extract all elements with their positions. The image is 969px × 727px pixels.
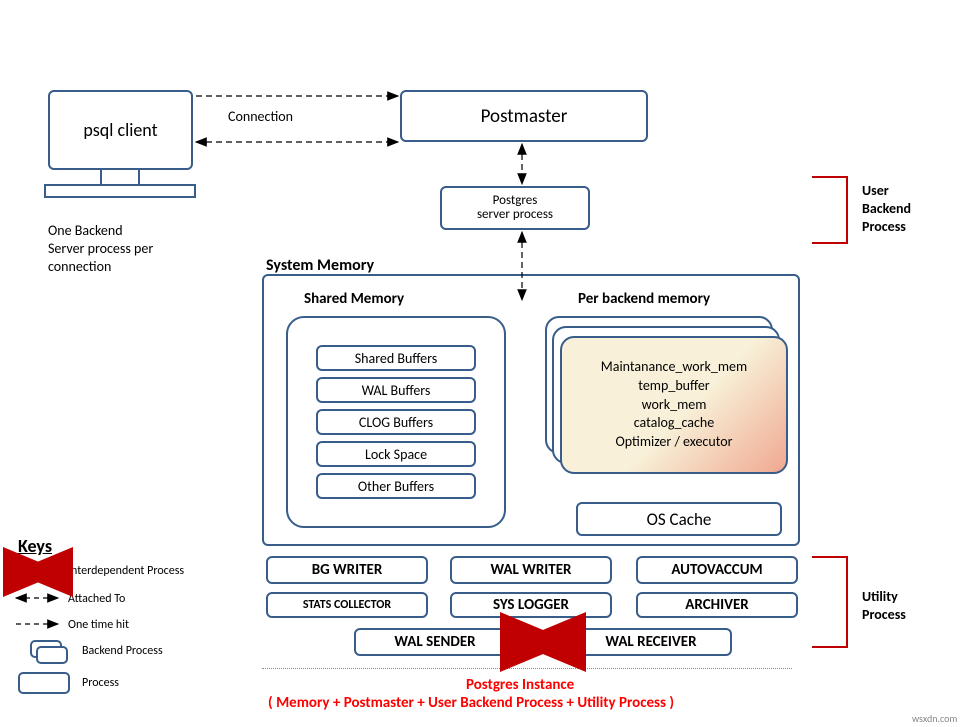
- other-buffers-label: Other Buffers: [358, 478, 434, 495]
- client-caption-3: connection: [48, 258, 111, 275]
- temp-buffer: temp_buffer: [638, 377, 709, 396]
- psql-client-label: psql client: [83, 119, 157, 141]
- postgres-server-l1: Postgres: [493, 194, 538, 208]
- per-backend-box: Maintanance_work_mem temp_buffer work_me…: [560, 336, 788, 474]
- wal-sender-label: WAL SENDER: [394, 633, 475, 651]
- key-backend: Backend Process: [82, 644, 163, 658]
- optimizer-executor: Optimizer / executor: [615, 433, 732, 452]
- clog-buffers: CLOG Buffers: [316, 409, 476, 435]
- key-onetime: One time hit: [68, 618, 129, 632]
- key-process: Process: [82, 676, 119, 690]
- os-cache-label: OS Cache: [647, 509, 712, 530]
- stats-collector: STATS COLLECTOR: [266, 592, 428, 618]
- shared-memory-title: Shared Memory: [304, 290, 404, 308]
- user-backend-l1: User: [862, 182, 889, 199]
- clog-buffers-label: CLOG Buffers: [359, 414, 433, 431]
- bg-writer-label: BG WRITER: [312, 561, 383, 579]
- shared-buffers-label: Shared Buffers: [355, 350, 438, 367]
- wal-sender: WAL SENDER: [354, 628, 516, 656]
- postgres-server-l2: server process: [477, 208, 553, 222]
- stats-collector-label: STATS COLLECTOR: [303, 598, 391, 612]
- sys-logger-label: SYS LOGGER: [493, 596, 569, 614]
- autovaccum-label: AUTOVACCUM: [671, 561, 762, 579]
- postmaster-box: Postmaster: [400, 90, 648, 142]
- per-backend-title: Per backend memory: [578, 290, 710, 308]
- wal-receiver: WAL RECEIVER: [570, 628, 732, 656]
- lock-space: Lock Space: [316, 441, 476, 467]
- autovaccum: AUTOVACCUM: [636, 556, 798, 584]
- client-caption-1: One Backend: [48, 222, 123, 239]
- sys-logger: SYS LOGGER: [450, 592, 612, 618]
- user-backend-l2: Backend: [862, 200, 911, 217]
- system-memory-title: System Memory: [266, 256, 374, 275]
- key-interdependent: Interdependent Process: [68, 564, 184, 578]
- wal-buffers: WAL Buffers: [316, 377, 476, 403]
- footer-divider: [262, 668, 792, 669]
- os-cache-box: OS Cache: [576, 502, 782, 536]
- wal-receiver-label: WAL RECEIVER: [605, 633, 696, 651]
- shared-memory-box: Shared Buffers WAL Buffers CLOG Buffers …: [286, 316, 506, 528]
- shared-buffers: Shared Buffers: [316, 345, 476, 371]
- monitor-stand: [100, 170, 140, 184]
- lock-space-label: Lock Space: [365, 446, 427, 463]
- work-mem: work_mem: [642, 396, 707, 415]
- client-caption-2: Server process per: [48, 240, 153, 257]
- key-attached: Attached To: [68, 592, 125, 606]
- utility-l1: Utility: [862, 588, 898, 605]
- keys-title: Keys: [18, 535, 52, 557]
- postgres-server-box: Postgres server process: [440, 186, 590, 230]
- psql-client-box: psql client: [48, 90, 193, 170]
- archiver: ARCHIVER: [636, 592, 798, 618]
- watermark: wsxdn.com: [912, 712, 957, 725]
- utility-bracket: [812, 556, 848, 648]
- footer-subtitle: ( Memory + Postmaster + User Backend Pro…: [268, 694, 674, 712]
- other-buffers: Other Buffers: [316, 473, 476, 499]
- monitor-base: [44, 184, 196, 198]
- user-backend-l3: Process: [862, 218, 906, 235]
- connection-label: Connection: [228, 108, 293, 125]
- maint-work-mem: Maintanance_work_mem: [601, 358, 747, 377]
- bg-writer: BG WRITER: [266, 556, 428, 584]
- postmaster-label: Postmaster: [481, 105, 568, 128]
- utility-l2: Process: [862, 606, 906, 623]
- user-backend-bracket: [812, 176, 848, 244]
- wal-writer-label: WAL WRITER: [491, 561, 572, 579]
- archiver-label: ARCHIVER: [685, 596, 748, 614]
- footer-title: Postgres Instance: [466, 676, 574, 694]
- wal-buffers-label: WAL Buffers: [362, 382, 431, 399]
- key-process-icon: [18, 672, 70, 694]
- catalog-cache: catalog_cache: [634, 414, 715, 433]
- wal-writer: WAL WRITER: [450, 556, 612, 584]
